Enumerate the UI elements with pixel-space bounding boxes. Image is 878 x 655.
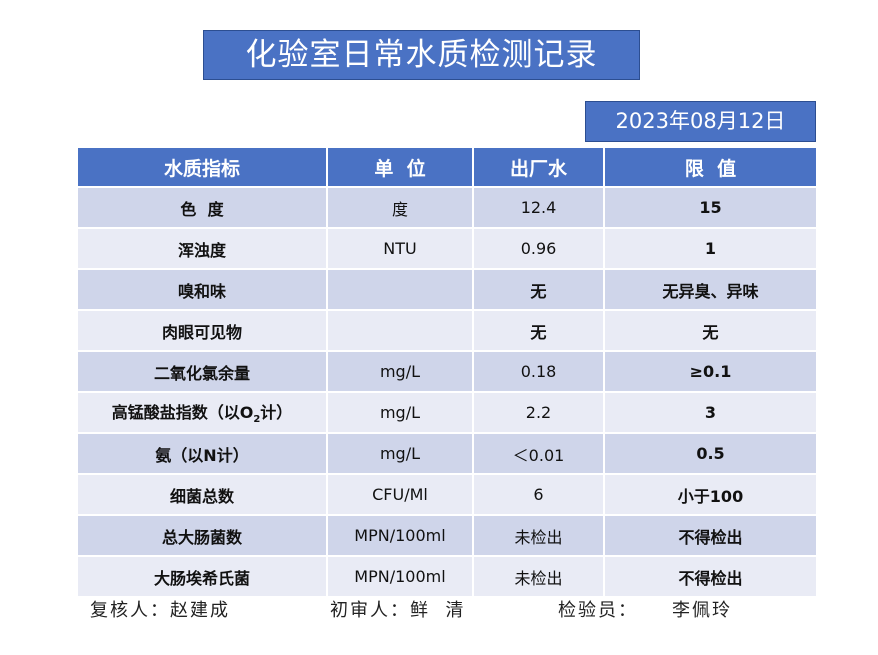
table-row: 嗅和味 无 无异臭、异味 [78,268,816,310]
row-limit: 无 [604,309,816,351]
table-row: 细菌总数 CFU/Ml 6 小于100 [78,473,816,515]
row-value: 2.2 [473,391,605,433]
row-value: 无 [473,309,605,351]
table-row: 大肠埃希氏菌 MPN/100ml 未检出 不得检出 [78,555,816,596]
table-row: 总大肠菌数 MPN/100ml 未检出 不得检出 [78,514,816,556]
header-factory-water: 出厂水 [473,148,605,187]
row-value: 未检出 [473,514,605,556]
footer-inspector-name: 李佩玲 [672,600,732,621]
row-unit: 度 [327,186,474,228]
header-unit: 单 位 [327,148,474,187]
row-limit: 不得检出 [604,514,816,556]
table-row: 高锰酸盐指数（以O2计） mg/L 2.2 3 [78,391,816,433]
indicator-suffix: 计） [260,403,293,423]
row-indicator: 氨（以N计） [78,432,328,474]
table-row: 肉眼可见物 无 无 [78,309,816,351]
record-date: 2023年08月12日 [585,101,816,142]
row-value: 6 [473,473,605,515]
row-limit: 小于100 [604,473,816,515]
row-limit: 0.5 [604,432,816,474]
row-value: 未检出 [473,555,605,596]
row-indicator: 浑浊度 [78,227,328,269]
row-limit: 1 [604,227,816,269]
header-indicator: 水质指标 [78,148,328,187]
row-unit: mg/L [327,432,474,474]
row-indicator: 细菌总数 [78,473,328,515]
row-value: ＜0.01 [473,432,605,474]
table-row: 色 度 度 12.4 15 [78,186,816,228]
row-indicator: 高锰酸盐指数（以O2计） [78,391,328,433]
header-limit: 限 值 [604,148,816,187]
row-unit: mg/L [327,350,474,392]
row-indicator: 二氧化氯余量 [78,350,328,392]
footer-inspector-label: 检验员： [558,600,638,621]
indicator-subscript: 2 [253,414,261,426]
row-limit: 3 [604,391,816,433]
table-row: 二氧化氯余量 mg/L 0.18 ≥0.1 [78,350,816,392]
row-value: 无 [473,268,605,310]
row-limit: ≥0.1 [604,350,816,392]
row-indicator: 总大肠菌数 [78,514,328,556]
page-title: 化验室日常水质检测记录 [203,30,640,80]
row-unit [327,309,474,351]
row-unit [327,268,474,310]
row-value: 0.18 [473,350,605,392]
indicator-prefix: 高锰酸盐指数（以O [111,403,254,423]
row-unit: MPN/100ml [327,514,474,556]
row-indicator: 肉眼可见物 [78,309,328,351]
row-indicator: 大肠埃希氏菌 [78,555,328,596]
water-quality-table: 水质指标 单 位 出厂水 限 值 色 度 度 12.4 15 浑浊度 NTU 0… [78,148,816,596]
row-unit: CFU/Ml [327,473,474,515]
row-limit: 不得检出 [604,555,816,596]
row-value: 12.4 [473,186,605,228]
row-indicator: 色 度 [78,186,328,228]
table-row: 浑浊度 NTU 0.96 1 [78,227,816,269]
row-indicator: 嗅和味 [78,268,328,310]
table-header-row: 水质指标 单 位 出厂水 限 值 [78,148,816,187]
footer-first-reviewer: 初审人：鲜 清 [330,600,466,621]
row-unit: mg/L [327,391,474,433]
row-unit: MPN/100ml [327,555,474,596]
table-row: 氨（以N计） mg/L ＜0.01 0.5 [78,432,816,474]
row-limit: 15 [604,186,816,228]
row-unit: NTU [327,227,474,269]
row-value: 0.96 [473,227,605,269]
row-limit: 无异臭、异味 [604,268,816,310]
footer-reviewer: 复核人：赵建成 [90,600,230,621]
